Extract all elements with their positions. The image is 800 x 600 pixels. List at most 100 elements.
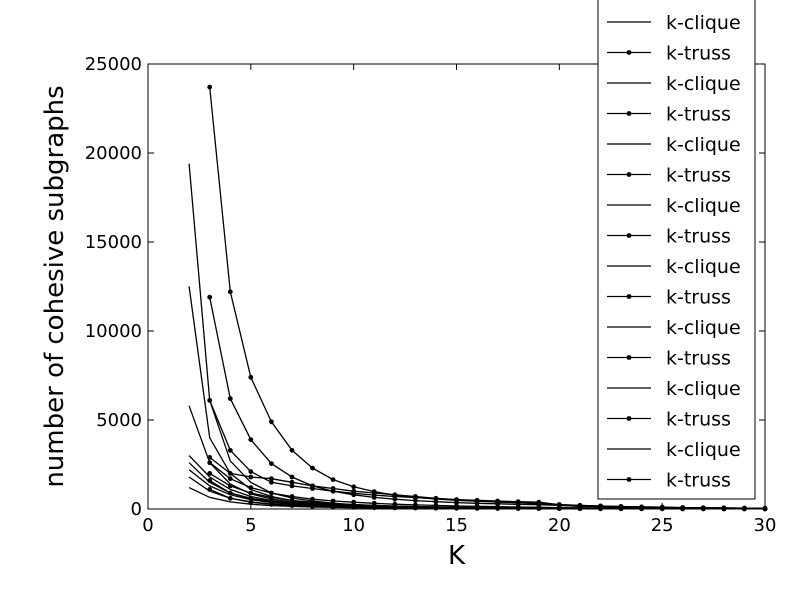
data-point — [207, 471, 213, 476]
legend-label: k-truss — [666, 348, 731, 370]
legend-marker — [626, 233, 632, 238]
data-point — [536, 501, 542, 507]
data-point — [351, 488, 357, 494]
data-point — [248, 499, 254, 505]
y-tick-label: 25000 — [85, 54, 142, 75]
data-point — [227, 447, 233, 453]
data-point — [207, 455, 213, 460]
legend-label: k-truss — [666, 287, 731, 309]
data-point — [330, 486, 336, 491]
data-point — [227, 396, 233, 401]
data-point — [248, 474, 254, 480]
legend-label: k-clique — [666, 378, 741, 400]
x-tick-label: 5 — [245, 515, 256, 536]
data-point — [207, 84, 213, 90]
y-axis-label: number of cohesive subgraphs — [40, 85, 70, 487]
legend-marker — [626, 111, 632, 116]
legend-label: k-clique — [666, 12, 741, 34]
data-point — [207, 294, 213, 300]
x-tick-label: 30 — [754, 515, 777, 536]
data-point — [227, 289, 233, 295]
legend-marker — [626, 416, 632, 421]
legend-label: k-clique — [666, 439, 741, 461]
x-tick-label: 0 — [142, 515, 153, 536]
legend-label: k-clique — [666, 256, 741, 278]
data-point — [310, 483, 315, 489]
data-point — [227, 471, 233, 476]
data-point — [207, 478, 213, 483]
data-point — [248, 495, 254, 501]
data-point — [289, 447, 295, 453]
x-tick-label: 15 — [445, 515, 468, 536]
y-tick-label: 10000 — [85, 321, 142, 342]
legend-label: k-clique — [666, 317, 741, 339]
series-lines — [188, 84, 768, 512]
data-point — [207, 460, 213, 466]
axis-ticks: 0 5 10 15 20 25 30 0 5000 10000 15000 20000 25000 — [85, 54, 777, 536]
data-point — [248, 490, 254, 496]
data-point — [433, 495, 439, 501]
legend-marker — [626, 477, 632, 482]
y-tick-label: 15000 — [85, 232, 142, 253]
legend-label: k-truss — [666, 165, 731, 187]
data-point — [269, 495, 274, 500]
data-point — [248, 374, 254, 380]
data-point — [269, 476, 274, 482]
legend-label: k-truss — [666, 409, 731, 431]
data-point — [248, 485, 254, 490]
data-point — [269, 461, 274, 466]
data-point — [227, 495, 233, 501]
data-point — [371, 490, 377, 496]
data-point — [413, 494, 418, 499]
data-point — [248, 469, 254, 474]
data-point — [495, 499, 500, 505]
data-point — [351, 484, 357, 490]
data-point — [310, 465, 315, 471]
data-point — [330, 504, 336, 510]
x-tick-label: 25 — [651, 515, 674, 536]
data-point — [269, 490, 274, 496]
data-point — [454, 497, 459, 503]
data-point — [227, 483, 233, 489]
data-point — [248, 437, 254, 442]
data-point — [392, 505, 398, 511]
data-point — [474, 506, 480, 511]
data-point — [433, 505, 439, 511]
data-point — [474, 498, 480, 504]
x-tick-label: 10 — [342, 515, 365, 536]
legend-label: k-truss — [666, 43, 731, 65]
y-tick-label: 20000 — [85, 143, 142, 164]
data-point — [289, 494, 295, 499]
data-point — [207, 487, 213, 492]
legend-label: k-clique — [666, 195, 741, 217]
legend-marker — [626, 355, 632, 360]
data-point — [289, 483, 295, 489]
data-point — [207, 398, 213, 403]
data-point — [515, 500, 521, 506]
data-point — [269, 502, 274, 507]
legend-label: k-truss — [666, 226, 731, 248]
series-line-7-k-truss — [209, 456, 766, 509]
x-axis-label: K — [448, 541, 466, 571]
legend-marker — [626, 172, 632, 177]
legend-marker — [626, 50, 632, 55]
legend-marker — [626, 294, 632, 299]
data-point — [269, 479, 274, 485]
legend-label: k-truss — [666, 470, 731, 492]
data-point — [289, 479, 295, 485]
data-point — [310, 504, 315, 509]
data-point — [289, 474, 295, 480]
legend: k-clique k-truss k-clique k-truss k-clique k-… — [597, 0, 756, 500]
legend-label: k-clique — [666, 73, 741, 95]
legend-label: k-truss — [666, 104, 731, 126]
data-point — [413, 505, 418, 511]
data-point — [392, 492, 398, 498]
data-point — [289, 503, 295, 508]
legend-label: k-clique — [666, 134, 741, 156]
data-point — [269, 419, 274, 425]
x-tick-label: 20 — [548, 515, 571, 536]
data-point — [227, 476, 233, 482]
y-tick-label: 5000 — [96, 410, 142, 431]
y-tick-label: 0 — [131, 499, 142, 520]
